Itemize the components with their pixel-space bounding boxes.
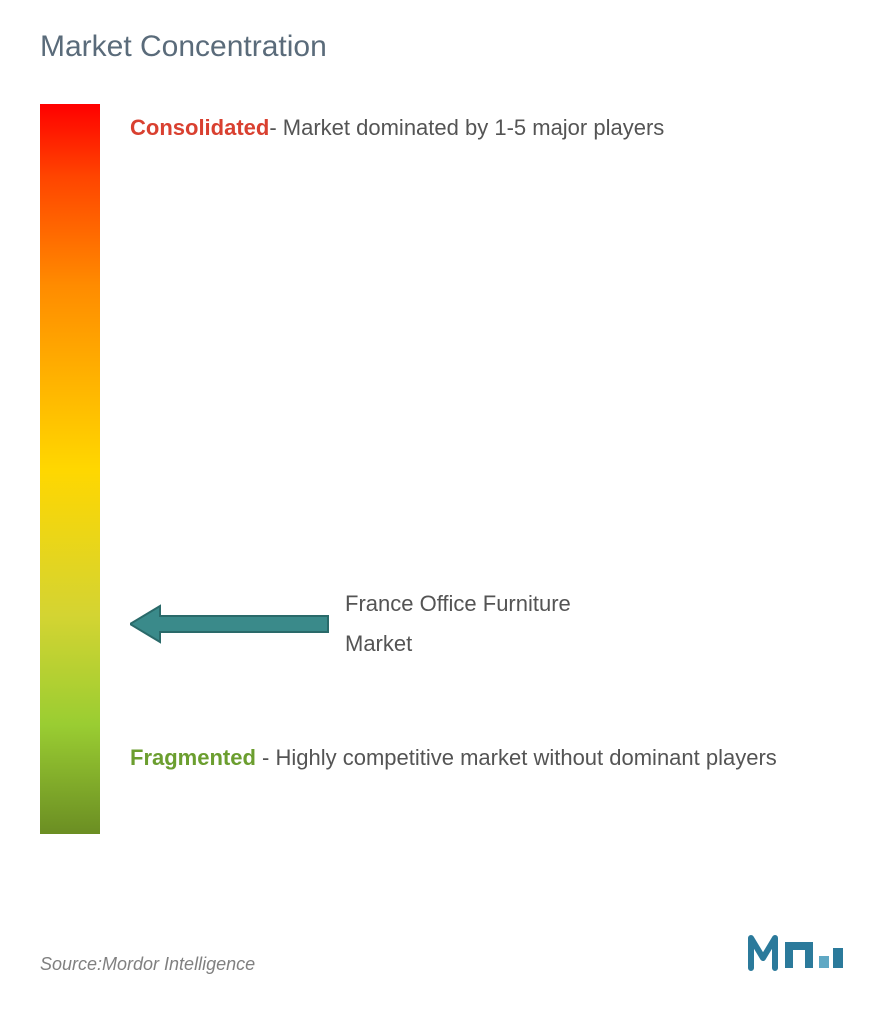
market-name-line1: France Office Furniture [345,591,571,616]
text-content: Consolidated- Market dominated by 1-5 ma… [130,94,861,874]
page-title: Market Concentration [40,30,861,64]
consolidated-text: Consolidated- Market dominated by 1-5 ma… [130,104,664,152]
content-area: Consolidated- Market dominated by 1-5 ma… [30,94,861,874]
consolidated-label: Consolidated [130,115,269,140]
fragmented-text: Fragmented - Highly competitive market w… [130,734,777,782]
consolidated-description: - Market dominated by 1-5 major players [269,115,664,140]
market-label: France Office Furniture Market [345,584,571,663]
logo [741,930,851,975]
arrow-icon [130,604,330,644]
concentration-gradient-bar [40,104,100,834]
main-container: Market Concentration Consolidated- Marke… [0,0,891,1010]
footer: Source:Mordor Intelligence [40,930,851,975]
fragmented-label: Fragmented [130,745,256,770]
fragmented-description: - Highly competitive market without domi… [256,745,777,770]
market-pointer: France Office Furniture Market [130,584,571,663]
source-text: Source:Mordor Intelligence [40,954,255,975]
market-name-line2: Market [345,631,412,656]
